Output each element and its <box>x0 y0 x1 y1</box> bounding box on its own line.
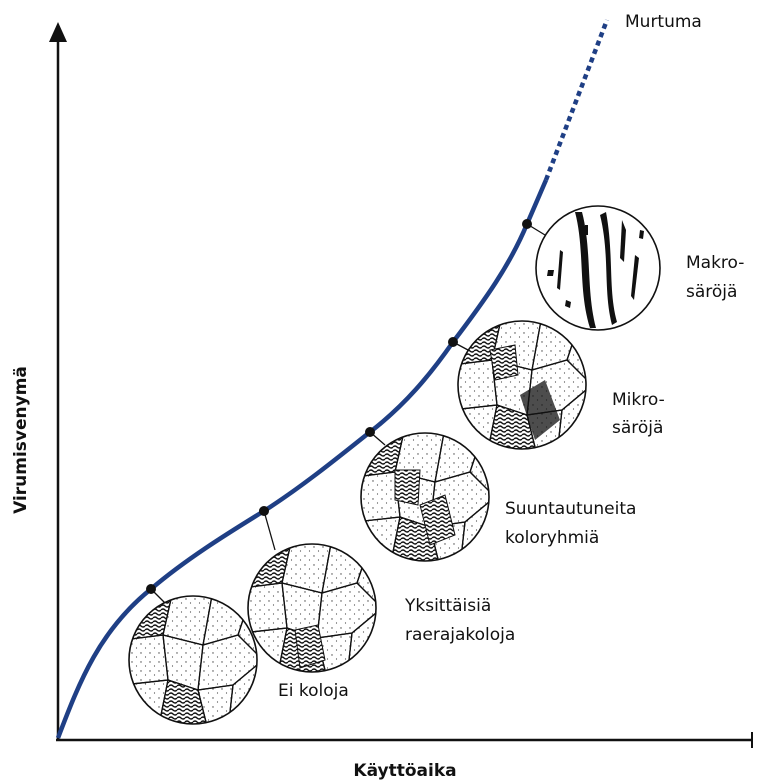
creep-curve-fracture <box>543 19 610 181</box>
y-axis-title: Virumisvenymä <box>11 366 31 514</box>
stage-label: säröjä <box>612 418 663 438</box>
stage-label: säröjä <box>686 282 737 302</box>
stage-label: Suuntautuneita <box>505 499 636 519</box>
stage-label: Ei koloja <box>278 681 349 701</box>
y-arrow <box>49 22 67 42</box>
stage-points <box>146 219 532 594</box>
microstructures <box>123 205 661 730</box>
creep-curve <box>55 179 549 739</box>
stage-label: Makro- <box>686 253 744 273</box>
stage-label: raerajakoloja <box>405 625 515 645</box>
stage-label: Yksittäisiä <box>404 596 491 616</box>
x-axis-title: Käyttöaika <box>353 761 456 781</box>
end-label: Murtuma <box>625 12 702 32</box>
stage-label: koloryhmiä <box>505 528 599 548</box>
stage-label: Mikro- <box>612 390 665 410</box>
